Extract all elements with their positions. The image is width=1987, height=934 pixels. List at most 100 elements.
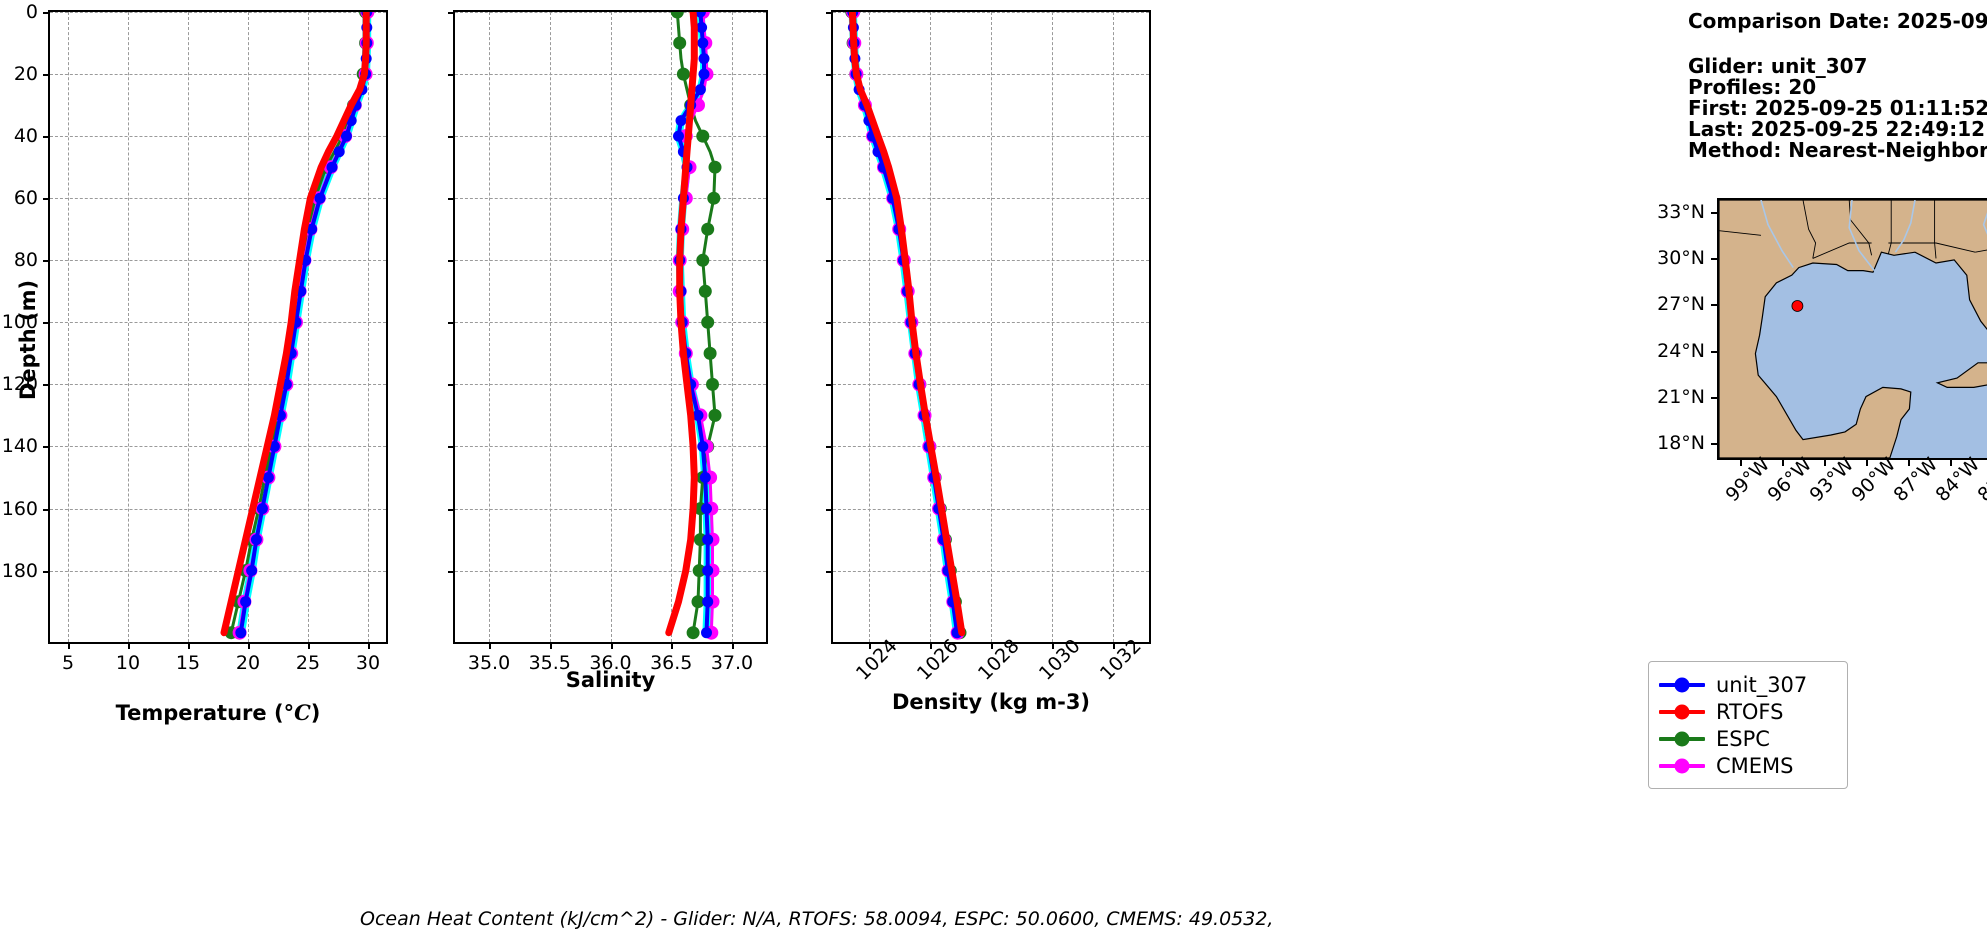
gridline-horizontal — [833, 74, 1149, 76]
legend-label: CMEMS — [1716, 753, 1794, 778]
y-axis-tick-label: 100 — [1, 311, 38, 334]
y-axis-tick — [43, 136, 50, 139]
map-lon-tick — [1866, 458, 1868, 466]
series-marker-unit_307 — [673, 130, 684, 142]
y-axis-tick — [43, 446, 50, 449]
legend-label: unit_307 — [1716, 672, 1808, 697]
x-axis-tick — [869, 642, 872, 649]
legend-item-espc[interactable]: ESPC — [1659, 725, 1833, 752]
series-marker-unit_307 — [699, 472, 711, 483]
x-axis-tick-label: 36.0 — [589, 652, 632, 674]
series-marker-unit_307 — [701, 627, 712, 639]
legend-item-unit_307[interactable]: unit_307 — [1659, 671, 1833, 698]
series-marker-unit_307 — [702, 596, 714, 608]
series-marker-unit_307 — [696, 22, 708, 33]
gridline-horizontal — [455, 260, 766, 262]
density-axis-label: Density (kg m-3) — [891, 690, 1091, 714]
density-plot-area — [833, 12, 1149, 642]
y-axis-tick-label: 140 — [1, 435, 38, 458]
map-lat-tick — [1711, 350, 1718, 353]
series-marker-unit_307 — [240, 596, 252, 608]
last-profile-text: Last: 2025-09-25 22:49:12 — [1688, 117, 1986, 141]
y-axis-tick-label: 20 — [13, 63, 38, 86]
gridline-horizontal — [455, 198, 766, 200]
series-marker-unit_307 — [692, 409, 704, 421]
series-marker-unit_307 — [262, 472, 274, 483]
gridline-vertical — [731, 12, 733, 642]
series-marker-unit_307 — [701, 503, 712, 515]
gridline-horizontal — [50, 384, 386, 386]
series-marker-espc — [707, 191, 721, 205]
profile-curves — [220, 12, 375, 640]
gridline-horizontal — [833, 260, 1149, 262]
gridline-horizontal — [833, 136, 1149, 138]
gridline-horizontal — [50, 136, 386, 138]
border-state-4 — [1812, 242, 1872, 259]
y-axis-tick — [448, 508, 455, 511]
map-lon-tick — [1740, 458, 1742, 466]
y-axis-tick — [826, 322, 833, 325]
glider-location-marker[interactable] — [1791, 300, 1804, 312]
map-lon-label: 96°W — [1763, 453, 1817, 507]
gridline-vertical — [68, 12, 69, 642]
legend-swatch-unit_307 — [1659, 677, 1705, 692]
series-marker-espc — [696, 129, 710, 143]
gridline-vertical — [610, 12, 612, 642]
y-axis-tick-label: 180 — [1, 559, 38, 582]
gridline-horizontal — [50, 198, 386, 200]
y-axis-tick — [43, 508, 50, 511]
series-marker-espc — [670, 12, 684, 19]
method-text: Method: Nearest-Neighbor — [1688, 138, 1987, 162]
salinity-plot-area — [455, 12, 766, 642]
y-axis-tick — [826, 198, 833, 201]
comparison-date-text: Comparison Date: 2025-09-25 — [1688, 9, 1987, 33]
y-axis-tick — [448, 322, 455, 325]
map-lat-label: 24°N — [1657, 339, 1705, 362]
x-axis-tick-label: 20 — [235, 652, 261, 674]
gridline-horizontal — [455, 446, 766, 448]
border-state-5 — [1888, 242, 1976, 253]
gulf-of-mexico-map[interactable] — [1717, 198, 1987, 460]
series-line-rtofs — [848, 12, 966, 637]
series-marker-unit_307 — [314, 192, 326, 204]
x-axis-tick — [308, 642, 310, 649]
y-axis-tick — [826, 446, 833, 449]
map-lon-tick — [1908, 458, 1910, 466]
x-axis-tick-label: 30 — [355, 652, 381, 674]
x-axis-tick — [68, 642, 70, 649]
gridline-vertical — [1112, 12, 1114, 642]
series-marker-espc — [698, 284, 712, 298]
density-panel — [831, 10, 1151, 644]
temperature-plot-area — [50, 12, 386, 642]
series-marker-espc — [703, 346, 717, 360]
series-marker-unit_307 — [698, 53, 710, 65]
salinity-axis-label: Salinity — [565, 668, 656, 692]
gridline-vertical — [489, 12, 491, 642]
gridline-horizontal — [833, 570, 1149, 572]
border-state-1 — [1848, 200, 1873, 256]
map-lon-label: 87°W — [1889, 453, 1943, 507]
x-axis-tick — [671, 642, 674, 649]
map-lat-tick — [1711, 212, 1718, 215]
gridline-horizontal — [50, 74, 386, 76]
x-axis-tick-label: 10 — [115, 652, 141, 674]
legend-item-cmems[interactable]: CMEMS — [1659, 752, 1833, 779]
y-axis-tick — [826, 12, 833, 14]
border-state-0 — [1802, 200, 1817, 259]
x-axis-tick-label: 5 — [61, 652, 75, 674]
profiles-text: Profiles: 20 — [1688, 75, 1817, 99]
map-lat-label: 27°N — [1657, 293, 1705, 316]
legend-item-rtofs[interactable]: RTOFS — [1659, 698, 1833, 725]
series-marker-espc — [706, 377, 719, 391]
profile-curves — [665, 12, 722, 640]
salinity-panel — [453, 10, 768, 644]
y-axis-tick — [448, 136, 455, 139]
map-lat-tick — [1711, 304, 1718, 307]
series-marker-espc — [692, 564, 706, 578]
gridline-horizontal — [455, 384, 766, 386]
x-axis-tick — [930, 642, 933, 649]
y-axis-tick — [826, 570, 833, 573]
gridline-horizontal — [833, 446, 1149, 448]
y-axis-tick — [826, 508, 833, 511]
gridline-horizontal — [50, 446, 386, 448]
